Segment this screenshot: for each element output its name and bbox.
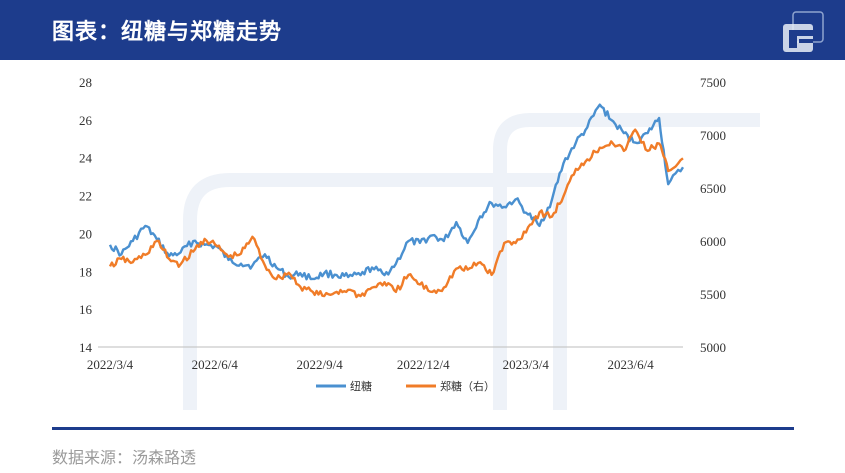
x-tick-label: 2023/6/4	[607, 357, 654, 372]
x-tick-label: 2022/6/4	[192, 357, 239, 372]
y-right-tick-label: 5000	[700, 340, 726, 355]
title-bar: 图表：纽糖与郑糖走势	[0, 0, 845, 60]
line-chart: 2022/3/4 2022/6/4 2022/9/4 2022/12/4 2023/3/…	[79, 75, 760, 410]
legend-label: 纽糖	[350, 379, 372, 393]
y-right-tick-label: 7500	[700, 75, 726, 90]
watermark-shape	[183, 173, 567, 410]
y-left-tick-label: 14	[79, 340, 93, 355]
source-note: 数据来源：汤森路透	[52, 448, 197, 467]
y-left-tick-label: 20	[79, 226, 92, 241]
bottom-rule	[52, 427, 794, 430]
y-right-tick-label: 6000	[700, 234, 726, 249]
page-title: 图表：纽糖与郑糖走势	[52, 20, 283, 45]
y-right-tick-label: 6500	[700, 181, 726, 196]
x-tick-label: 2023/3/4	[503, 357, 550, 372]
y-left-tick-label: 16	[79, 302, 93, 317]
watermark-shape	[493, 113, 760, 410]
y-left-tick-label: 22	[79, 189, 92, 204]
chart-area: 2022/3/4 2022/6/4 2022/9/4 2022/12/4 2023/3/…	[0, 60, 845, 420]
y-right-tick-label: 7000	[700, 128, 726, 143]
brand-logo-icon	[783, 11, 824, 52]
y-left-tick-label: 24	[79, 151, 93, 166]
x-tick-label: 2022/9/4	[296, 357, 343, 372]
x-tick-label: 2022/12/4	[397, 357, 450, 372]
series-line-zhengsugar	[108, 128, 684, 299]
y-right-tick-label: 5500	[700, 287, 726, 302]
y-left-tick-label: 28	[79, 75, 92, 90]
x-tick-label: 2022/3/4	[87, 357, 134, 372]
y-left-tick-label: 18	[79, 264, 92, 279]
series-line-nytsugar	[108, 103, 685, 281]
legend-label: 郑糖（右）	[440, 379, 495, 393]
y-left-tick-label: 26	[79, 113, 93, 128]
